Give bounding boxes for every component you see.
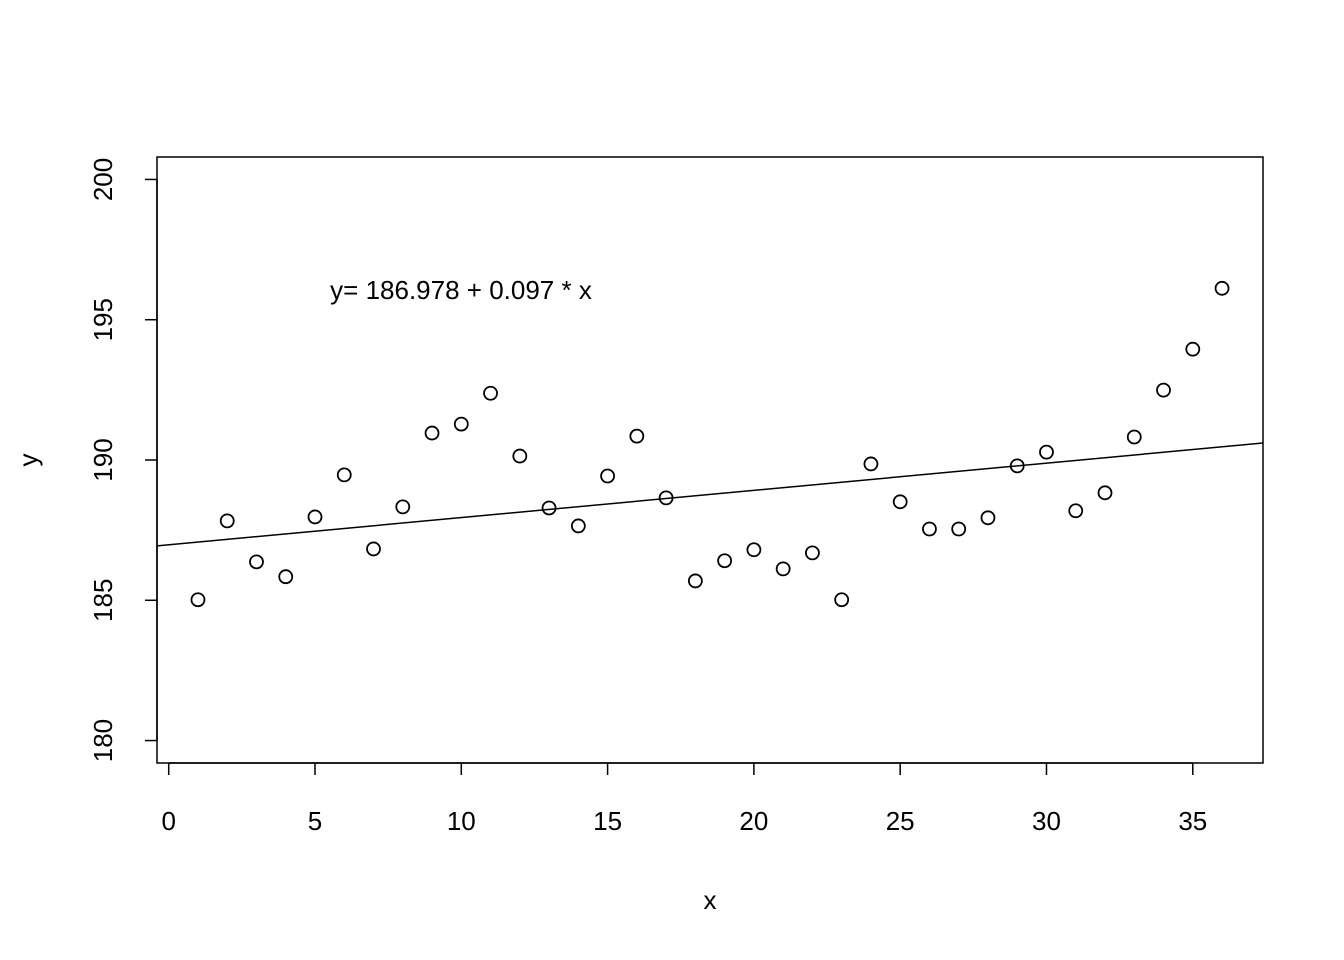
point [453,416,469,432]
point [307,509,323,525]
point [424,425,440,441]
x-tick-label: 25 [886,806,915,836]
point [1214,280,1230,296]
point [775,561,791,577]
plot-box [156,156,1264,764]
point [278,569,294,585]
point [190,592,206,608]
point [366,541,381,557]
annotation: y= 186.978 + 0.097 * x [330,275,592,305]
point [629,428,645,444]
point [1126,429,1142,445]
point [980,510,996,526]
x-tick-label: 10 [447,806,476,836]
point [219,513,235,529]
point [483,385,498,401]
point [805,545,820,561]
point [717,553,733,569]
x-tick-label: 35 [1178,806,1207,836]
y-tick-label: 195 [88,298,118,341]
point [1156,382,1171,398]
x-tick-label: 5 [308,806,322,836]
y-tick-label: 190 [88,438,118,481]
point [1068,503,1084,519]
x-tick-label: 15 [593,806,622,836]
y-axis-label: y [13,454,43,467]
x-axis-label: x [704,885,717,915]
point [658,490,674,506]
point [687,573,703,589]
y-tick-label: 180 [88,719,118,762]
point [395,499,411,515]
point [1009,458,1025,474]
y-tick-label: 200 [88,158,118,201]
y-tick-label: 185 [88,579,118,622]
point [922,521,937,537]
point [570,518,586,534]
point [746,542,762,558]
point [600,468,615,484]
point [1097,485,1113,501]
point [336,467,352,483]
point [1039,444,1054,460]
point [951,521,967,537]
x-tick-label: 30 [1032,806,1061,836]
point [249,554,264,570]
point [892,494,908,510]
point [541,500,557,516]
point [1185,341,1201,357]
point [863,456,879,472]
regression-line [157,442,1263,547]
x-tick-label: 0 [161,806,175,836]
point [834,592,850,608]
point [512,448,528,464]
x-tick-label: 20 [739,806,768,836]
